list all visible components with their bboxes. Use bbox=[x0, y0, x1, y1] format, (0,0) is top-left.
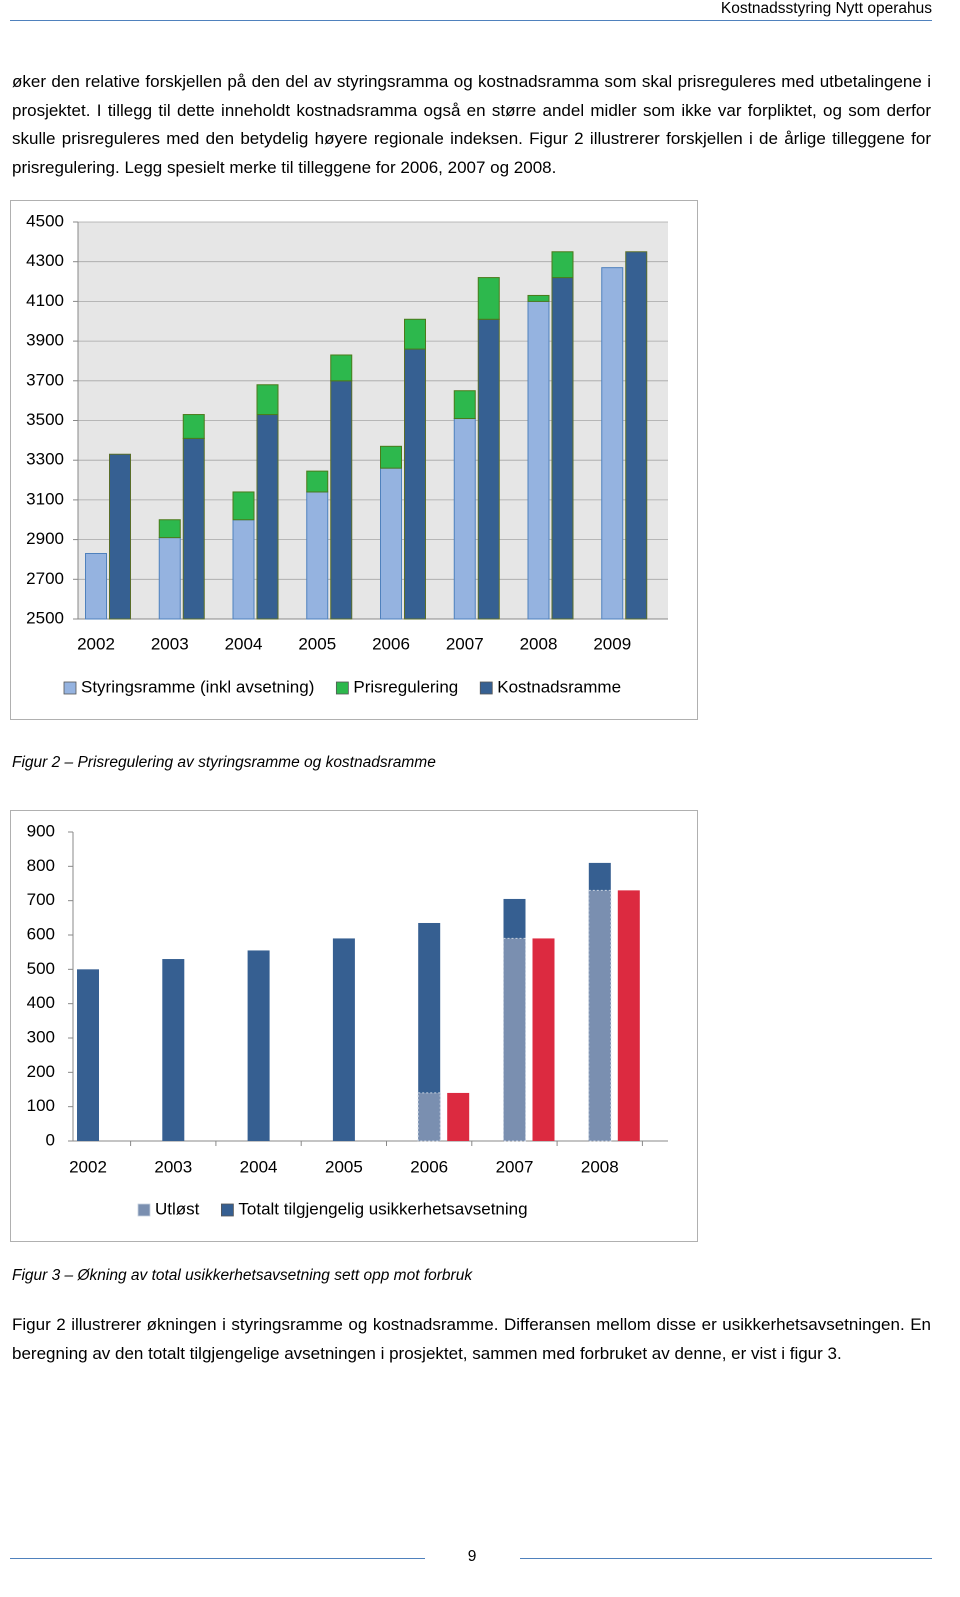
y-tick-label: 3500 bbox=[26, 410, 64, 429]
bar bbox=[527, 294, 550, 302]
x-tick-label: 2003 bbox=[151, 634, 189, 653]
legend-label: Utløst bbox=[155, 1199, 200, 1218]
bar bbox=[158, 537, 181, 620]
caption: Figur 2 – Prisregulering av styringsramm… bbox=[12, 754, 436, 771]
paragraph: øker den relative forskjellen på den del… bbox=[12, 72, 931, 178]
page-number: 9 bbox=[467, 1548, 477, 1565]
y-tick-label: 400 bbox=[27, 993, 55, 1012]
y-tick-label: 2500 bbox=[26, 608, 64, 627]
x-tick-label: 2009 bbox=[593, 634, 631, 653]
bar bbox=[232, 519, 255, 620]
legend-label: Prisregulering bbox=[353, 677, 458, 696]
bar bbox=[551, 277, 574, 620]
bar bbox=[330, 354, 353, 382]
x-tick-label: 2003 bbox=[154, 1157, 192, 1176]
y-tick-label: 3700 bbox=[26, 370, 64, 389]
bar bbox=[601, 267, 624, 620]
legend-swatch bbox=[137, 1203, 151, 1217]
x-tick-label: 2007 bbox=[496, 1157, 534, 1176]
legend-label: Kostnadsramme bbox=[497, 677, 621, 696]
bar bbox=[77, 969, 99, 1141]
x-tick-label: 2005 bbox=[325, 1157, 363, 1176]
bar bbox=[453, 390, 476, 420]
y-tick-label: 300 bbox=[27, 1027, 55, 1046]
x-tick-label: 2008 bbox=[581, 1157, 619, 1176]
header-rule bbox=[10, 20, 932, 21]
bar bbox=[503, 937, 526, 1142]
x-tick-label: 2002 bbox=[77, 634, 115, 653]
bar bbox=[417, 1092, 441, 1142]
y-tick-label: 3300 bbox=[26, 450, 64, 469]
bar bbox=[625, 251, 648, 620]
y-tick-label: 4300 bbox=[26, 251, 64, 270]
y-tick-label: 2900 bbox=[26, 529, 64, 548]
x-tick-label: 2005 bbox=[298, 634, 336, 653]
bar bbox=[447, 1092, 470, 1141]
bar bbox=[85, 552, 107, 620]
y-tick-label: 600 bbox=[27, 924, 55, 943]
bar bbox=[404, 318, 426, 350]
bar bbox=[256, 414, 279, 620]
legend-swatch bbox=[63, 681, 77, 695]
bar bbox=[532, 938, 555, 1141]
bar bbox=[232, 491, 255, 521]
bar bbox=[182, 414, 205, 439]
bar bbox=[404, 348, 426, 620]
y-tick-label: 0 bbox=[46, 1130, 55, 1149]
bar bbox=[247, 950, 270, 1141]
bar bbox=[551, 251, 574, 279]
y-tick-label: 500 bbox=[27, 959, 55, 978]
bar bbox=[380, 467, 402, 620]
bar bbox=[418, 922, 441, 1141]
legend-label: Styringsramme (inkl avsetning) bbox=[81, 677, 314, 696]
y-tick-label: 900 bbox=[27, 821, 55, 840]
x-tick-label: 2004 bbox=[240, 1157, 278, 1176]
y-tick-label: 3100 bbox=[26, 489, 64, 508]
legend-swatch bbox=[335, 681, 349, 695]
bar bbox=[306, 491, 329, 620]
caption: Figur 3 – Økning av total usikkerhetsavs… bbox=[12, 1267, 473, 1284]
x-tick-label: 2002 bbox=[69, 1157, 107, 1176]
header-title: Kostnadsstyring Nytt operahus bbox=[720, 0, 932, 17]
y-tick-label: 700 bbox=[27, 890, 55, 909]
y-tick-label: 4500 bbox=[26, 211, 64, 230]
bar bbox=[453, 418, 476, 620]
bar bbox=[380, 445, 402, 469]
paragraph: Figur 2 illustrerer økningen i styringsr… bbox=[12, 1315, 931, 1363]
bar bbox=[617, 890, 640, 1141]
bar bbox=[330, 380, 353, 620]
x-tick-label: 2007 bbox=[446, 634, 484, 653]
bar bbox=[477, 277, 500, 320]
bar bbox=[158, 519, 181, 539]
footer-rule bbox=[520, 1558, 932, 1559]
legend-label: Totalt tilgjengelig usikkerhetsavsetning bbox=[238, 1199, 527, 1218]
bar bbox=[182, 437, 205, 620]
bar bbox=[306, 470, 329, 493]
y-tick-label: 800 bbox=[27, 856, 55, 875]
bar bbox=[477, 318, 500, 620]
x-tick-label: 2006 bbox=[410, 1157, 448, 1176]
x-tick-label: 2006 bbox=[372, 634, 410, 653]
y-tick-label: 4100 bbox=[26, 291, 64, 310]
bar bbox=[332, 938, 355, 1141]
bar bbox=[109, 453, 131, 620]
footer-rule bbox=[10, 1558, 425, 1559]
bar bbox=[588, 889, 612, 1142]
y-tick-label: 200 bbox=[27, 1062, 55, 1081]
x-tick-label: 2004 bbox=[225, 634, 263, 653]
legend-swatch bbox=[220, 1203, 234, 1217]
y-tick-label: 2700 bbox=[26, 569, 64, 588]
x-tick-label: 2008 bbox=[520, 634, 558, 653]
y-tick-label: 3900 bbox=[26, 331, 64, 350]
bar bbox=[527, 300, 550, 620]
y-tick-label: 100 bbox=[27, 1096, 55, 1115]
bar bbox=[162, 959, 185, 1141]
legend-swatch bbox=[479, 681, 493, 695]
bar bbox=[256, 384, 279, 416]
